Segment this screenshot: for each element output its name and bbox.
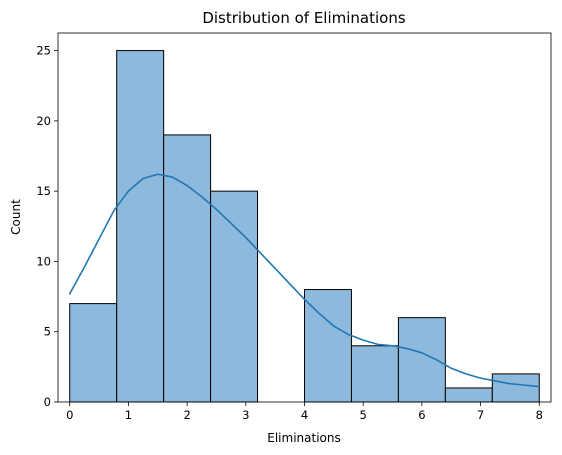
kde-line <box>68 173 541 388</box>
histogram-bar-2 <box>163 134 212 403</box>
histogram-bar-5 <box>304 289 352 403</box>
y-axis-label: Count <box>9 199 23 235</box>
x-axis-label: Eliminations <box>267 431 340 445</box>
x-tick-label: 6 <box>418 408 425 422</box>
histogram-bar-0 <box>69 303 118 403</box>
histogram-bar-1 <box>116 50 165 403</box>
histogram-bar-6 <box>350 345 399 403</box>
x-tick-label: 3 <box>242 408 249 422</box>
x-tick-label: 8 <box>536 408 543 422</box>
kde-group <box>68 173 541 388</box>
x-tick-label: 4 <box>301 408 308 422</box>
y-tick-label: 20 <box>36 114 51 128</box>
histogram-bar-7 <box>397 317 446 403</box>
x-tick-label: 5 <box>360 408 367 422</box>
chart-title: Distribution of Eliminations <box>202 9 406 27</box>
histogram-bar-9 <box>491 373 540 403</box>
x-axis-ticks: 0 1 2 3 4 5 6 7 8 <box>66 402 543 422</box>
y-tick-label: 25 <box>36 44 51 58</box>
histogram-bar-3 <box>210 190 259 403</box>
y-axis-ticks: 0 5 10 15 20 25 <box>36 44 58 409</box>
y-tick-label: 10 <box>36 254 51 268</box>
histogram-bar-8 <box>444 387 493 403</box>
x-tick-label: 1 <box>125 408 132 422</box>
x-tick-label: 0 <box>66 408 73 422</box>
y-tick-label: 0 <box>44 395 51 409</box>
x-tick-label: 7 <box>477 408 484 422</box>
x-tick-label: 2 <box>183 408 190 422</box>
y-tick-label: 5 <box>44 325 51 339</box>
bars-group <box>69 50 540 403</box>
y-tick-label: 15 <box>36 184 51 198</box>
